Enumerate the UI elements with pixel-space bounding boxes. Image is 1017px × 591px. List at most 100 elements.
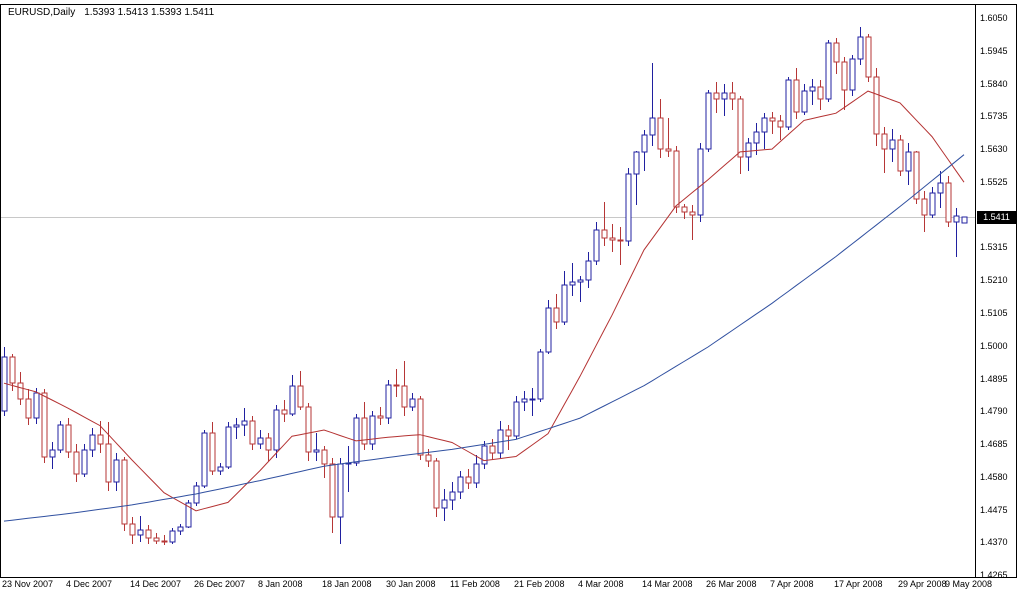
candle-bullish bbox=[33, 388, 40, 424]
time-axis-label: 8 Jan 2008 bbox=[258, 579, 303, 589]
candle-bullish bbox=[81, 444, 88, 477]
candle-bullish bbox=[521, 391, 528, 411]
candle-bearish bbox=[433, 458, 440, 517]
candle-bearish bbox=[553, 294, 560, 329]
candle-bearish bbox=[401, 361, 408, 416]
candle-bullish bbox=[89, 428, 96, 457]
candle-bullish bbox=[473, 455, 480, 488]
chart-title: EURUSD,Daily 1.5393 1.5413 1.5393 1.5411 bbox=[8, 7, 214, 18]
candle-bullish bbox=[137, 516, 144, 542]
candle-bearish bbox=[833, 38, 840, 74]
candle-bearish bbox=[17, 372, 24, 405]
candle-bullish bbox=[801, 84, 808, 115]
candle-bearish bbox=[321, 446, 328, 478]
price-axis-label: 1.5945 bbox=[980, 45, 1008, 56]
candle-bullish bbox=[409, 393, 416, 411]
candle-bullish bbox=[633, 151, 640, 205]
candle-bullish bbox=[169, 528, 176, 544]
time-axis[interactable]: 23 Nov 2007 4 Dec 2007 14 Dec 2007 26 Dec 2… bbox=[0, 578, 1017, 591]
time-axis-label: 11 Feb 2008 bbox=[450, 579, 500, 589]
candle-bearish bbox=[689, 205, 696, 240]
candle-bearish bbox=[841, 57, 848, 110]
candle-bearish bbox=[305, 403, 312, 461]
time-axis-label: 29 Apr 2008 bbox=[898, 579, 947, 589]
candle-bullish bbox=[201, 430, 208, 488]
candle-bullish bbox=[569, 263, 576, 296]
ohlc-quote-label: 1.5393 1.5413 1.5393 1.5411 bbox=[84, 7, 215, 18]
time-axis-label: 26 Dec 2007 bbox=[194, 579, 246, 589]
candle-bearish bbox=[249, 416, 256, 450]
candle-bullish bbox=[953, 208, 960, 257]
candle-bearish bbox=[25, 389, 32, 425]
candle-bearish bbox=[737, 96, 744, 174]
candle-bearish bbox=[129, 517, 136, 544]
candle-bullish bbox=[289, 375, 296, 416]
price-axis-label: 1.4790 bbox=[980, 406, 1008, 417]
candle-bullish bbox=[753, 123, 760, 155]
candle-bearish bbox=[41, 389, 48, 463]
candle-bullish bbox=[545, 300, 552, 354]
current-price-tag: 1.5411 bbox=[977, 210, 1016, 224]
candle-bullish bbox=[593, 222, 600, 265]
candle-bearish bbox=[609, 224, 616, 252]
price-axis-label: 1.5210 bbox=[980, 275, 1008, 286]
candle-bearish bbox=[657, 99, 664, 158]
time-axis-label: 30 Jan 2008 bbox=[386, 579, 436, 589]
candle-bearish bbox=[769, 112, 776, 134]
candle-bearish bbox=[297, 371, 304, 410]
candle-bearish bbox=[393, 369, 400, 397]
candle-bearish bbox=[881, 127, 888, 173]
candle-bullish bbox=[649, 63, 656, 146]
candle-bullish bbox=[273, 405, 280, 458]
candle-bullish bbox=[177, 524, 184, 535]
candle-bearish bbox=[793, 68, 800, 119]
candle-bullish bbox=[705, 90, 712, 152]
candles-layer bbox=[1, 27, 968, 545]
candle-bullish bbox=[937, 171, 944, 208]
time-axis-label: 4 Mar 2008 bbox=[578, 579, 624, 589]
time-axis-label: 14 Mar 2008 bbox=[642, 579, 693, 589]
candle-bullish bbox=[113, 453, 120, 491]
candle-bearish bbox=[465, 469, 472, 489]
candle-bearish bbox=[281, 400, 288, 422]
candle-bearish bbox=[913, 151, 920, 204]
price-axis[interactable]: 1.6050 1.5945 1.5840 1.5735 1.5630 1.5525 1.54… bbox=[976, 0, 1017, 591]
candle-bearish bbox=[665, 118, 672, 157]
candle-bullish bbox=[761, 113, 768, 149]
candle-bearish bbox=[713, 82, 720, 113]
chart-frame bbox=[0, 4, 1017, 578]
candle-bullish bbox=[537, 349, 544, 402]
candle-bullish bbox=[641, 130, 648, 171]
candle-bullish bbox=[513, 396, 520, 439]
time-axis-label: 14 Dec 2007 bbox=[130, 579, 182, 589]
candle-bearish bbox=[873, 68, 880, 146]
candle-bearish bbox=[73, 444, 80, 482]
candle-bullish bbox=[369, 411, 376, 450]
candle-bearish bbox=[865, 34, 872, 82]
price-axis-label: 1.4685 bbox=[980, 439, 1008, 450]
candle-bearish bbox=[505, 425, 512, 450]
candle-bullish bbox=[529, 388, 536, 416]
candle-bullish bbox=[345, 446, 352, 492]
price-axis-label: 1.5840 bbox=[980, 78, 1008, 89]
candle-bearish bbox=[417, 396, 424, 460]
candle-bullish bbox=[313, 433, 320, 461]
candle-bullish bbox=[241, 408, 248, 436]
candle-bullish bbox=[745, 138, 752, 171]
candle-bearish bbox=[617, 227, 624, 265]
candle-bearish bbox=[121, 457, 128, 531]
candle-bullish bbox=[337, 458, 344, 544]
price-axis-label: 1.5105 bbox=[980, 307, 1008, 318]
candle-bullish bbox=[961, 216, 968, 224]
candle-bearish bbox=[945, 176, 952, 227]
candle-bearish bbox=[153, 533, 160, 544]
candle-bullish bbox=[857, 27, 864, 65]
candle-bullish bbox=[185, 500, 192, 528]
candle-bullish bbox=[585, 252, 592, 288]
price-axis-label: 1.5735 bbox=[980, 111, 1008, 122]
candle-bullish bbox=[905, 143, 912, 185]
candle-bullish bbox=[225, 422, 232, 469]
candle-bullish bbox=[625, 168, 632, 246]
time-axis-label: 17 Apr 2008 bbox=[834, 579, 883, 589]
